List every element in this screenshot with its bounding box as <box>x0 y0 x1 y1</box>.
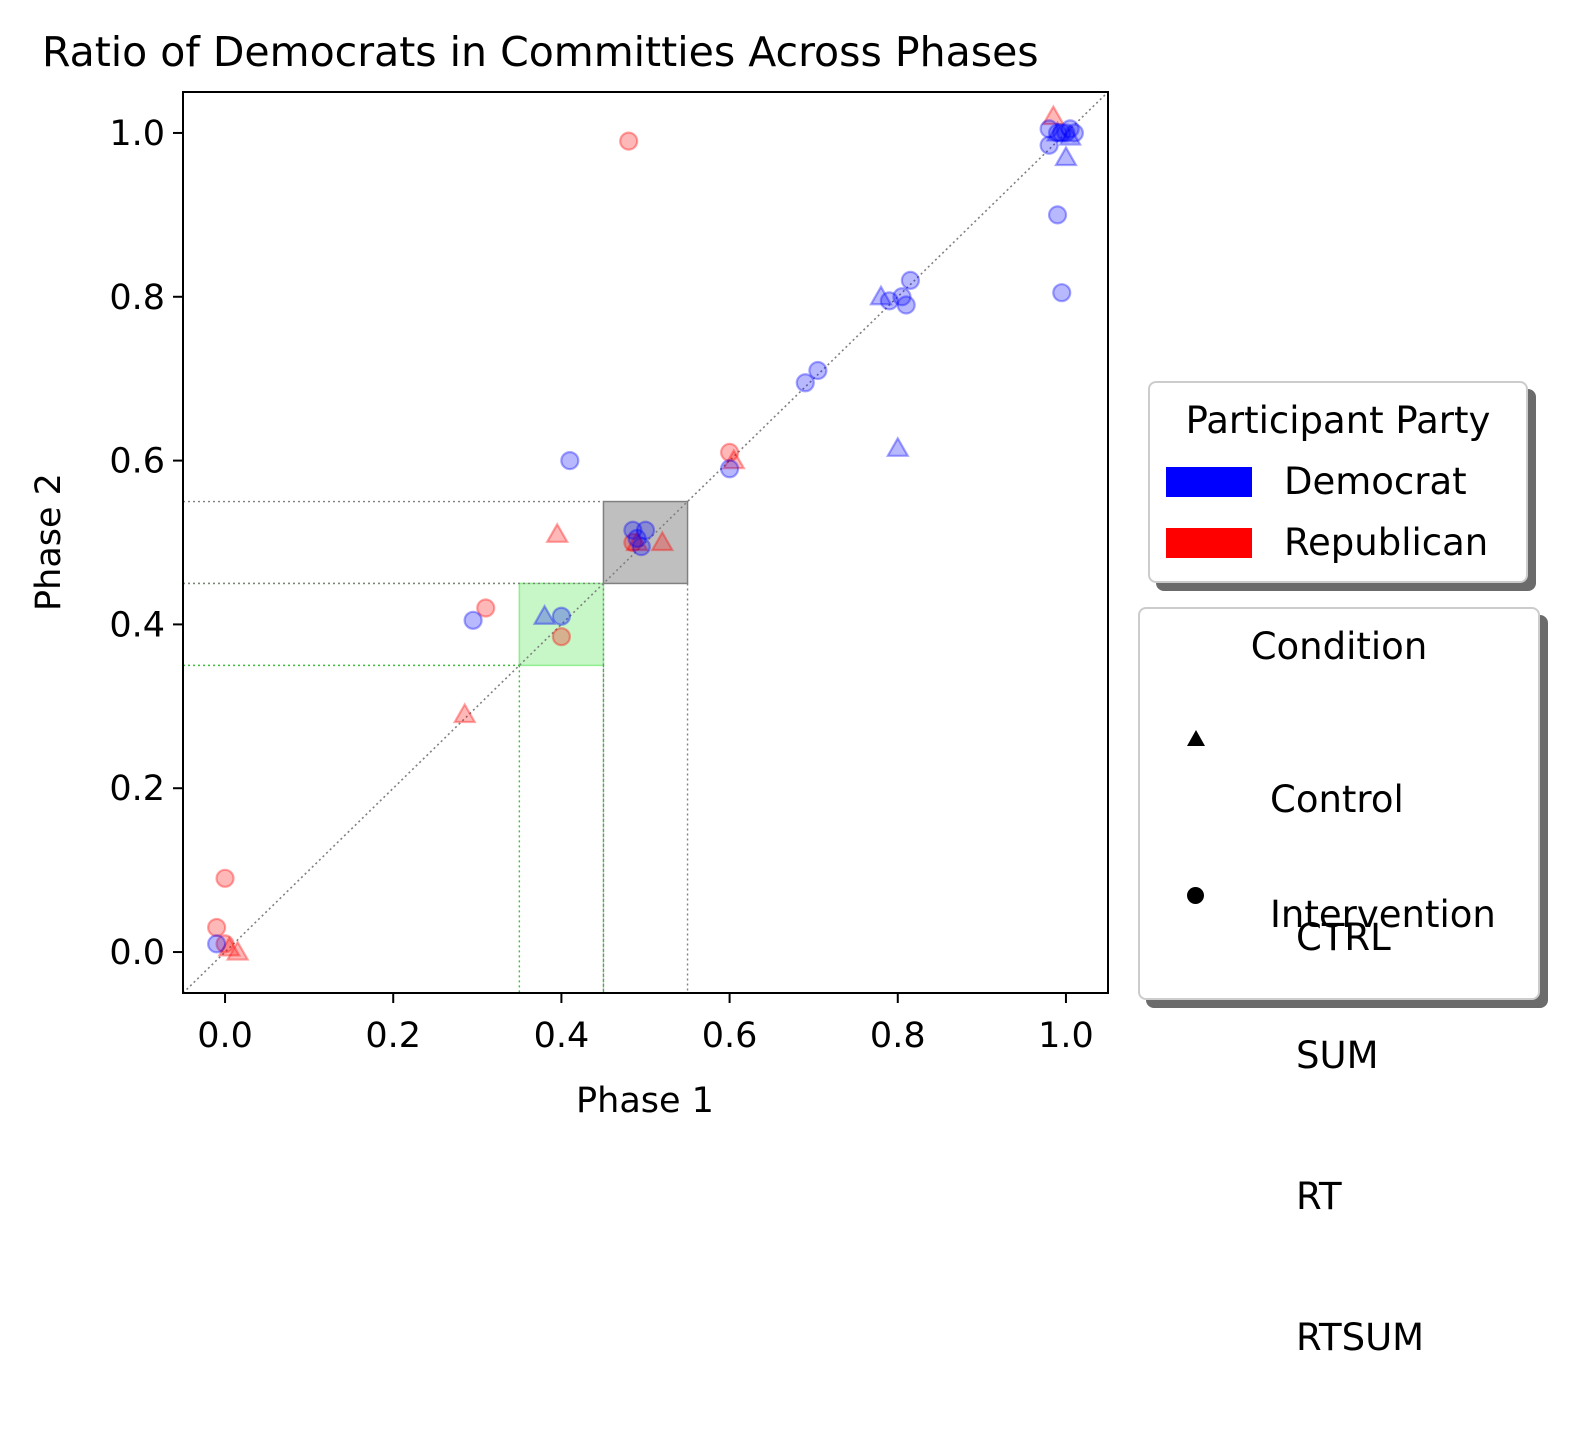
data-point-circle-22 <box>631 536 651 557</box>
republican-label: Republican <box>1284 521 1489 564</box>
democrat-label: Democrat <box>1284 460 1467 503</box>
data-point-triangle-9 <box>217 935 242 957</box>
data-point-circle-24 <box>719 459 740 479</box>
data-point-triangle-45 <box>1045 120 1070 142</box>
data-point-circle-3 <box>215 934 235 954</box>
y-tick-label-5: 1.0 <box>109 114 165 154</box>
data-point-circle-16 <box>207 934 227 954</box>
condition-legend: Condition Control CTRL Intervention SUM … <box>1138 607 1540 1359</box>
data-point-circle-2 <box>207 917 227 938</box>
data-point-triangle-40 <box>532 604 557 625</box>
data-point-triangle-44 <box>1058 124 1083 146</box>
data-point-circle-39 <box>1064 123 1084 143</box>
region-guide-lines <box>183 500 689 993</box>
data-point-circle-29 <box>896 295 916 315</box>
x-tick-label-0: 0.0 <box>197 1016 253 1056</box>
data-point-circle-30 <box>900 270 920 290</box>
data-point-circle-35 <box>1047 123 1068 143</box>
data-point-circle-4 <box>476 598 496 618</box>
data-point-triangle-11 <box>545 522 570 543</box>
data-point-circle-23 <box>627 528 647 549</box>
scatter-chart: Ratio of Democrats in Committies Across … <box>29 28 1109 1121</box>
x-tick-label-3: 0.6 <box>702 1016 758 1056</box>
data-point-triangle-10 <box>452 702 477 724</box>
condition-legend-title: Condition <box>1250 625 1428 668</box>
data-point-circle-7 <box>623 532 643 553</box>
data-point-circle-34 <box>1039 119 1059 139</box>
data-point-circle-26 <box>808 360 828 381</box>
chart-title: Ratio of Democrats in Committies Across … <box>42 28 1039 76</box>
data-point-circle-18 <box>551 606 572 626</box>
plot-area <box>182 91 1109 994</box>
x-axis-label: Phase 1 <box>576 1081 714 1121</box>
x-tick-label-5: 1.0 <box>1038 1016 1094 1056</box>
data-point-circle-20 <box>623 520 643 540</box>
data-point-triangle-13 <box>650 530 675 552</box>
data-point-circle-38 <box>1060 119 1080 139</box>
intervention-label-line-3: RT <box>1296 1175 1342 1218</box>
intervention-condition-label: Intervention SUM RT RTSUM <box>1270 797 1496 1455</box>
data-point-circle-33 <box>1039 135 1059 155</box>
y-tick-label-3: 0.6 <box>109 442 165 482</box>
party-legend: Participant Party Democrat Republican <box>1148 381 1528 583</box>
democrat-swatch <box>1166 467 1252 497</box>
data-point-triangle-42 <box>885 436 910 457</box>
y-axis: 0.0 0.2 0.4 0.6 0.8 1.0 <box>109 114 183 973</box>
y-tick-label-2: 0.4 <box>109 605 165 645</box>
x-tick-label-1: 0.2 <box>365 1016 421 1056</box>
data-point-triangle-15 <box>1041 104 1066 126</box>
highlight-regions <box>518 500 689 667</box>
republican-swatch <box>1166 528 1252 558</box>
control-condition-label: Control CTRL <box>1270 685 1404 1053</box>
x-axis: 0.0 0.2 0.4 0.6 0.8 1.0 <box>197 993 1094 1056</box>
intervention-label-line-2: SUM <box>1296 1034 1379 1077</box>
x-tick-label-2: 0.4 <box>534 1016 590 1056</box>
y-tick-label-0: 0.0 <box>109 933 165 973</box>
data-point-circle-32 <box>1052 283 1072 303</box>
y-tick-label-1: 0.2 <box>109 769 165 809</box>
y-tick-label-4: 0.8 <box>109 278 165 318</box>
data-point-triangle-12 <box>721 448 746 470</box>
data-point-triangle-41 <box>869 284 893 306</box>
scatter-points <box>207 104 1084 961</box>
diagonal-reference-line <box>182 91 1109 994</box>
circle-marker-icon <box>1187 887 1204 904</box>
intervention-label-line-4: RTSUM <box>1296 1316 1425 1359</box>
intervention-label-line-1: Intervention <box>1270 893 1496 936</box>
data-point-circle-31 <box>1047 205 1068 225</box>
highlight-region-0 <box>518 582 605 667</box>
data-point-circle-27 <box>879 291 899 311</box>
data-point-circle-19 <box>560 450 580 471</box>
y-axis-label: Phase 2 <box>29 473 69 611</box>
data-point-circle-21 <box>635 520 656 540</box>
data-point-triangle-43 <box>1054 145 1078 167</box>
data-point-circle-17 <box>463 610 483 630</box>
data-point-circle-5 <box>551 627 572 647</box>
data-point-circle-1 <box>215 868 235 888</box>
control-label-line-2: CTRL <box>1296 916 1391 959</box>
triangle-marker-icon <box>1187 730 1205 746</box>
data-point-circle-36 <box>1052 123 1072 143</box>
data-point-circle-37 <box>1056 123 1076 143</box>
data-point-circle-28 <box>892 287 912 307</box>
party-legend-title: Participant Party <box>1185 399 1491 442</box>
data-point-triangle-8 <box>225 939 250 961</box>
x-tick-label-4: 0.8 <box>870 1016 926 1056</box>
data-point-circle-0 <box>619 131 639 151</box>
data-point-circle-25 <box>795 373 815 393</box>
data-point-circle-6 <box>719 442 740 462</box>
data-point-triangle-14 <box>625 530 649 552</box>
control-label-line-1: Control <box>1270 778 1404 821</box>
